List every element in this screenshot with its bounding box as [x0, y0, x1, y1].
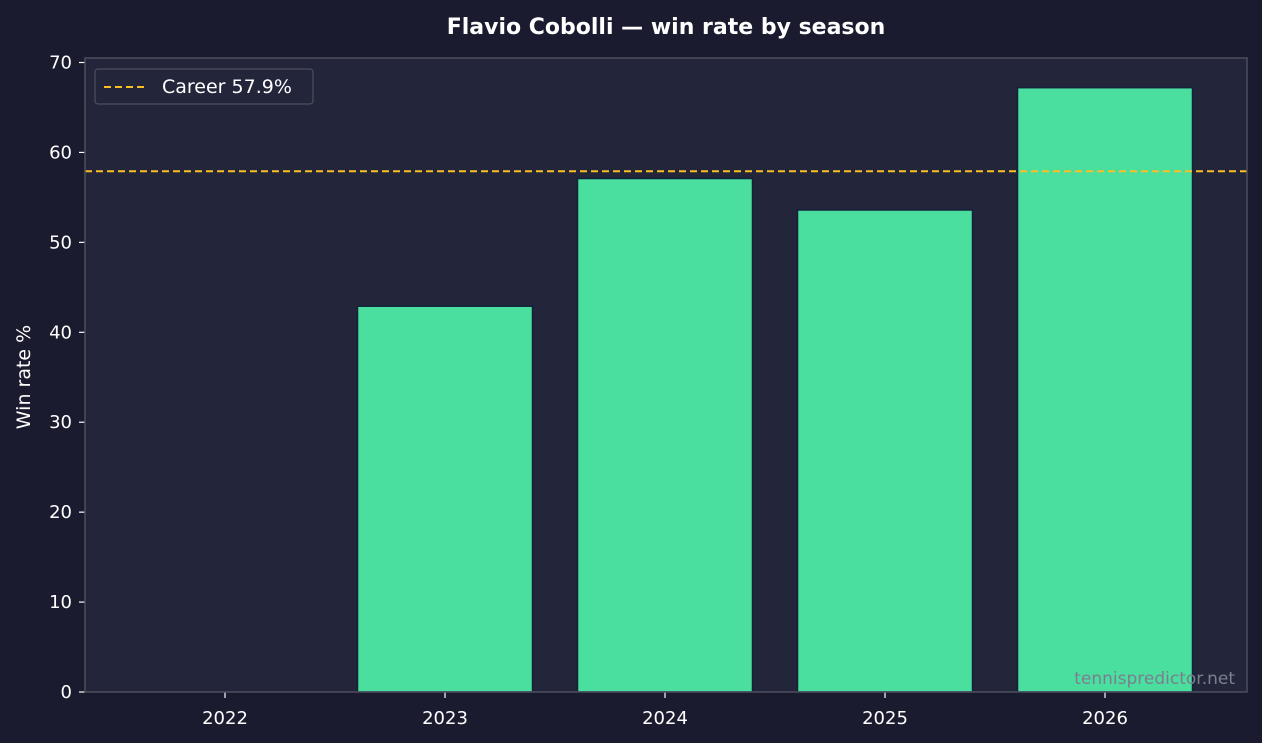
- bars-group: [356, 86, 1194, 693]
- y-tick-label: 40: [49, 322, 72, 343]
- y-tick-label: 20: [49, 502, 72, 523]
- watermark-text: tennispredictor.net: [1074, 669, 1235, 689]
- legend: Career 57.9%: [94, 68, 314, 105]
- x-tick-label-2025: 2025: [862, 708, 908, 729]
- legend-box: [94, 68, 314, 105]
- y-tick-label: 30: [49, 412, 72, 433]
- y-tick-label: 50: [49, 232, 72, 253]
- bar-2025: [796, 209, 974, 693]
- bar-2026: [1016, 86, 1194, 693]
- y-axis-label: Win rate %: [13, 325, 35, 429]
- x-axis-ticks: 2022 2023 2024 2025 2026: [202, 692, 1128, 729]
- y-axis-ticks: 0 10 20 30 40 50 60 70: [49, 52, 85, 703]
- y-tick-label: 70: [49, 52, 72, 73]
- x-tick-label-2026: 2026: [1082, 708, 1128, 729]
- chart-title: Flavio Cobolli — win rate by season: [447, 15, 886, 40]
- y-tick-label: 60: [49, 142, 72, 163]
- legend-career-label: Career 57.9%: [162, 76, 292, 98]
- x-tick-label-2022: 2022: [202, 708, 248, 729]
- bar-2024: [576, 177, 754, 693]
- x-tick-label-2023: 2023: [422, 708, 468, 729]
- plot-frame: [84, 57, 1248, 693]
- bar-2023: [356, 305, 534, 693]
- x-tick-label-2024: 2024: [642, 708, 688, 729]
- y-tick-label: 0: [61, 682, 72, 703]
- y-tick-label: 10: [49, 592, 72, 613]
